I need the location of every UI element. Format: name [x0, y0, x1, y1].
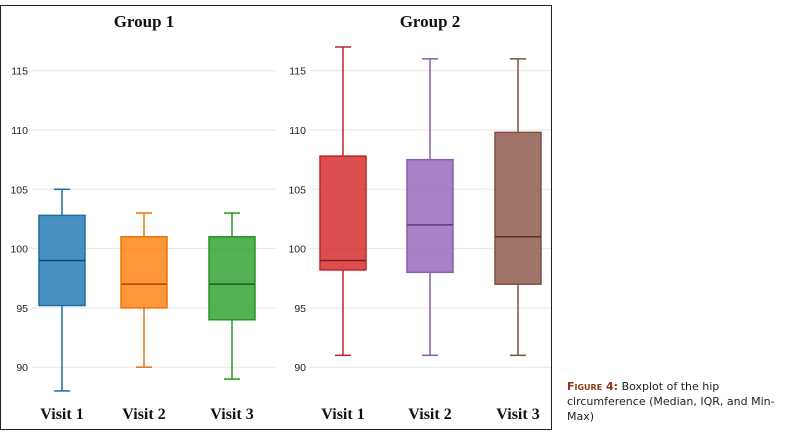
iqr-box	[494, 131, 542, 285]
y-tick-label: 110	[289, 125, 306, 137]
chart-frame	[0, 5, 552, 430]
iqr-box	[208, 235, 256, 321]
box-visit-2	[120, 212, 168, 368]
panel-title: Group 1	[114, 12, 175, 31]
box-visit-2	[406, 58, 454, 357]
figure-caption: Figure 4: Boxplot of the hip circumferen…	[567, 379, 797, 424]
y-tick-label: 105	[288, 184, 306, 196]
box-visit-1	[319, 46, 367, 357]
y-tick-label: 95	[294, 303, 306, 315]
x-category-label: Visit 2	[122, 406, 165, 423]
y-tick-label: 105	[10, 184, 28, 196]
iqr-box	[120, 235, 168, 309]
box-visit-3	[208, 212, 256, 380]
caption-text: Boxplot of the hip circumference (Median…	[567, 380, 775, 423]
y-tick-label: 90	[16, 362, 28, 374]
y-tick-label: 100	[288, 244, 306, 256]
y-tick-label: 100	[10, 244, 28, 256]
panel-group-1: Group 1 90 95 100 105 110 115 Visit 1 Visit 2 Vis…	[10, 12, 276, 423]
y-tick-label: 115	[289, 66, 306, 78]
y-tick-label: 115	[11, 66, 28, 78]
y-tick-label: 95	[16, 303, 28, 315]
x-category-label: Visit 1	[321, 406, 364, 423]
iqr-box	[406, 158, 454, 274]
iqr-box	[319, 155, 367, 271]
x-category-label: Visit 2	[408, 406, 451, 423]
caption-label: Figure 4:	[567, 380, 619, 393]
y-tick-label: 110	[11, 125, 28, 137]
y-tick-label: 90	[294, 362, 306, 374]
x-category-label: Visit 1	[40, 406, 83, 423]
panel-group-2: Group 2 90 95 100 105 110 115 Visit 1 Visit 2 Vis…	[288, 12, 551, 423]
box-visit-1	[38, 188, 86, 392]
x-category-label: Visit 3	[210, 406, 253, 423]
panel-title: Group 2	[400, 12, 461, 31]
x-category-label: Visit 3	[496, 406, 539, 423]
box-visit-3	[494, 58, 542, 357]
